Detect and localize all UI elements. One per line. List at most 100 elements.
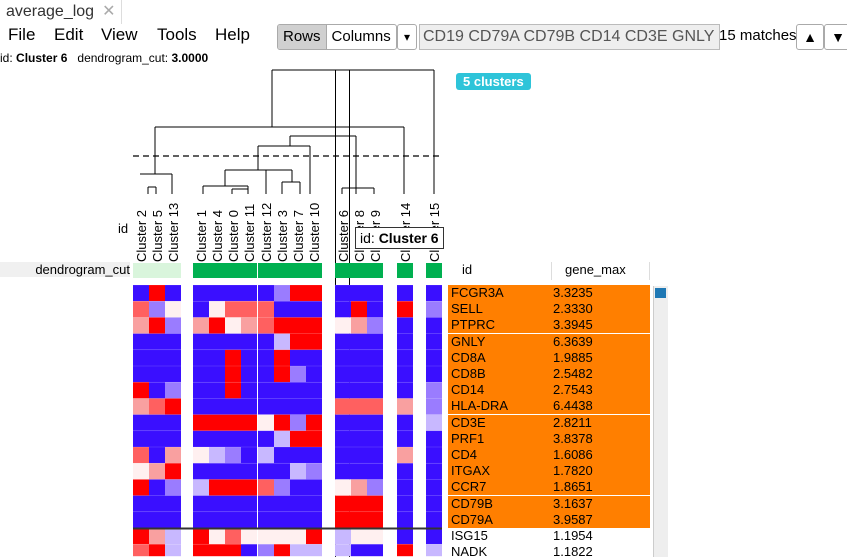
heatmap-cell[interactable] <box>225 430 241 447</box>
heatmap-cell[interactable] <box>241 528 257 545</box>
menu-edit[interactable]: Edit <box>54 25 84 44</box>
heatmap-cell[interactable] <box>397 430 413 447</box>
heatmap-cell[interactable] <box>133 544 149 557</box>
heatmap-cell[interactable] <box>258 398 274 415</box>
heatmap-cell[interactable] <box>274 447 290 464</box>
heatmap-cell[interactable] <box>165 366 181 383</box>
heatmap-cell[interactable] <box>149 447 165 464</box>
heatmap-cell[interactable] <box>335 398 351 415</box>
menu-tools[interactable]: Tools <box>157 25 197 44</box>
heatmap-cell[interactable] <box>397 317 413 334</box>
heatmap-cell[interactable] <box>225 479 241 496</box>
heatmap-cell[interactable] <box>397 366 413 383</box>
heatmap-cell[interactable] <box>306 317 322 334</box>
heatmap-cell[interactable] <box>193 463 209 480</box>
heatmap-cell[interactable] <box>133 479 149 496</box>
heatmap-cell[interactable] <box>133 528 149 545</box>
heatmap-cell[interactable] <box>397 301 413 318</box>
heatmap-cell[interactable] <box>290 414 306 431</box>
heatmap-cell[interactable] <box>193 511 209 528</box>
heatmap-cell[interactable] <box>258 333 274 350</box>
heatmap-cell[interactable] <box>335 479 351 496</box>
heatmap-cell[interactable] <box>397 447 413 464</box>
heatmap-cell[interactable] <box>367 317 383 334</box>
heatmap-cell[interactable] <box>351 430 367 447</box>
heatmap-cell[interactable] <box>274 301 290 318</box>
heatmap-cell[interactable] <box>367 349 383 366</box>
heatmap-cell[interactable] <box>335 414 351 431</box>
heatmap-cell[interactable] <box>290 544 306 557</box>
annotation-cell[interactable] <box>335 263 351 278</box>
heatmap-cell[interactable] <box>165 430 181 447</box>
menu-file[interactable]: File <box>8 25 36 44</box>
heatmap-cell[interactable] <box>367 511 383 528</box>
heatmap-cell[interactable] <box>367 544 383 557</box>
heatmap-cell[interactable] <box>133 398 149 415</box>
heatmap-cell[interactable] <box>225 285 241 302</box>
heatmap-cell[interactable] <box>209 447 225 464</box>
heatmap-cell[interactable] <box>193 366 209 383</box>
heatmap-cell[interactable] <box>351 398 367 415</box>
heatmap-cell[interactable] <box>165 447 181 464</box>
search-input[interactable]: CD19 CD79A CD79B CD14 CD3E GNLY <box>419 24 720 50</box>
heatmap-cell[interactable] <box>165 495 181 512</box>
heatmap-cell[interactable] <box>274 382 290 399</box>
heatmap-cell[interactable] <box>209 301 225 318</box>
heatmap-cell[interactable] <box>258 366 274 383</box>
heatmap-cell[interactable] <box>351 479 367 496</box>
heatmap-cell[interactable] <box>225 333 241 350</box>
heatmap-cell[interactable] <box>133 447 149 464</box>
heatmap-cell[interactable] <box>351 463 367 480</box>
table-row[interactable]: CCR7 1.8651 <box>448 479 650 496</box>
heatmap-cell[interactable] <box>351 382 367 399</box>
heatmap-cell[interactable] <box>149 285 165 302</box>
heatmap-cell[interactable] <box>290 285 306 302</box>
heatmap-cell[interactable] <box>351 285 367 302</box>
heatmap-cell[interactable] <box>290 430 306 447</box>
heatmap-cell[interactable] <box>193 528 209 545</box>
table-header-id[interactable]: id <box>462 262 473 277</box>
annotation-cell[interactable] <box>274 263 290 278</box>
heatmap-cell[interactable] <box>149 349 165 366</box>
heatmap-cell[interactable] <box>426 333 442 350</box>
vertical-scrollbar[interactable] <box>653 286 668 557</box>
heatmap-cell[interactable] <box>351 349 367 366</box>
heatmap-cell[interactable] <box>290 447 306 464</box>
heatmap-cell[interactable] <box>193 333 209 350</box>
heatmap-cell[interactable] <box>193 479 209 496</box>
heatmap-cell[interactable] <box>225 495 241 512</box>
table-row[interactable]: CD8A 1.9885 <box>448 349 650 366</box>
heatmap-cell[interactable] <box>397 479 413 496</box>
heatmap-cell[interactable] <box>193 447 209 464</box>
table-row[interactable]: HLA-DRA 6.4438 <box>448 398 650 415</box>
heatmap-cell[interactable] <box>241 544 257 557</box>
table-header-gene-max[interactable]: gene_max <box>565 262 626 277</box>
heatmap-cell[interactable] <box>209 463 225 480</box>
table-row[interactable]: PTPRC 3.3945 <box>448 317 650 334</box>
heatmap-cell[interactable] <box>241 430 257 447</box>
heatmap-cell[interactable] <box>133 495 149 512</box>
annotation-cell[interactable] <box>351 263 367 278</box>
heatmap-cell[interactable] <box>274 528 290 545</box>
heatmap-cell[interactable] <box>290 463 306 480</box>
heatmap-cell[interactable] <box>306 398 322 415</box>
heatmap-cell[interactable] <box>306 301 322 318</box>
heatmap[interactable] <box>0 0 450 557</box>
heatmap-cell[interactable] <box>426 447 442 464</box>
heatmap-cell[interactable] <box>165 544 181 557</box>
heatmap-cell[interactable] <box>149 544 165 557</box>
annotation-cell[interactable] <box>241 263 257 278</box>
annotation-cell[interactable] <box>397 263 413 278</box>
annotation-cell[interactable] <box>193 263 209 278</box>
heatmap-cell[interactable] <box>258 301 274 318</box>
annotation-cell[interactable] <box>149 263 165 278</box>
heatmap-cell[interactable] <box>367 366 383 383</box>
heatmap-cell[interactable] <box>426 285 442 302</box>
heatmap-cell[interactable] <box>241 398 257 415</box>
heatmap-cell[interactable] <box>165 528 181 545</box>
heatmap-cell[interactable] <box>193 430 209 447</box>
annotation-cell[interactable] <box>133 263 149 278</box>
heatmap-cell[interactable] <box>258 447 274 464</box>
heatmap-cell[interactable] <box>426 349 442 366</box>
heatmap-cell[interactable] <box>193 301 209 318</box>
